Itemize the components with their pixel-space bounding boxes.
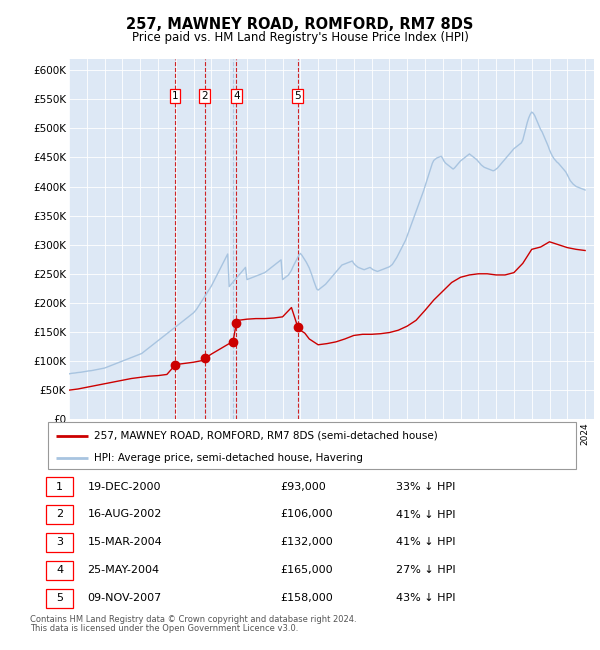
- Text: 1: 1: [56, 482, 63, 491]
- Text: HPI: Average price, semi-detached house, Havering: HPI: Average price, semi-detached house,…: [94, 452, 364, 463]
- Text: This data is licensed under the Open Government Licence v3.0.: This data is licensed under the Open Gov…: [30, 624, 298, 633]
- FancyBboxPatch shape: [46, 476, 73, 497]
- Text: Price paid vs. HM Land Registry's House Price Index (HPI): Price paid vs. HM Land Registry's House …: [131, 31, 469, 44]
- Text: 2: 2: [56, 510, 63, 519]
- Text: 33% ↓ HPI: 33% ↓ HPI: [397, 482, 456, 491]
- Text: 4: 4: [233, 92, 239, 101]
- Text: 43% ↓ HPI: 43% ↓ HPI: [397, 593, 456, 603]
- Text: 19-DEC-2000: 19-DEC-2000: [88, 482, 161, 491]
- Text: 25-MAY-2004: 25-MAY-2004: [88, 566, 160, 575]
- Text: £106,000: £106,000: [280, 510, 333, 519]
- Text: £93,000: £93,000: [280, 482, 326, 491]
- Text: 15-MAR-2004: 15-MAR-2004: [88, 538, 163, 547]
- FancyBboxPatch shape: [46, 588, 73, 608]
- Text: £132,000: £132,000: [280, 538, 333, 547]
- Text: 09-NOV-2007: 09-NOV-2007: [88, 593, 162, 603]
- Text: 41% ↓ HPI: 41% ↓ HPI: [397, 538, 456, 547]
- Text: 3: 3: [56, 538, 63, 547]
- Text: 257, MAWNEY ROAD, ROMFORD, RM7 8DS (semi-detached house): 257, MAWNEY ROAD, ROMFORD, RM7 8DS (semi…: [94, 430, 438, 441]
- Text: £165,000: £165,000: [280, 566, 333, 575]
- FancyBboxPatch shape: [46, 560, 73, 580]
- Text: 4: 4: [56, 566, 63, 575]
- Text: 16-AUG-2002: 16-AUG-2002: [88, 510, 162, 519]
- Text: 1: 1: [172, 92, 178, 101]
- FancyBboxPatch shape: [46, 532, 73, 552]
- Text: £158,000: £158,000: [280, 593, 333, 603]
- Text: 2: 2: [201, 92, 208, 101]
- Text: 5: 5: [295, 92, 301, 101]
- Text: 27% ↓ HPI: 27% ↓ HPI: [397, 566, 456, 575]
- Text: 5: 5: [56, 593, 63, 603]
- Text: 41% ↓ HPI: 41% ↓ HPI: [397, 510, 456, 519]
- Text: Contains HM Land Registry data © Crown copyright and database right 2024.: Contains HM Land Registry data © Crown c…: [30, 615, 356, 624]
- FancyBboxPatch shape: [46, 504, 73, 525]
- Text: 257, MAWNEY ROAD, ROMFORD, RM7 8DS: 257, MAWNEY ROAD, ROMFORD, RM7 8DS: [127, 17, 473, 32]
